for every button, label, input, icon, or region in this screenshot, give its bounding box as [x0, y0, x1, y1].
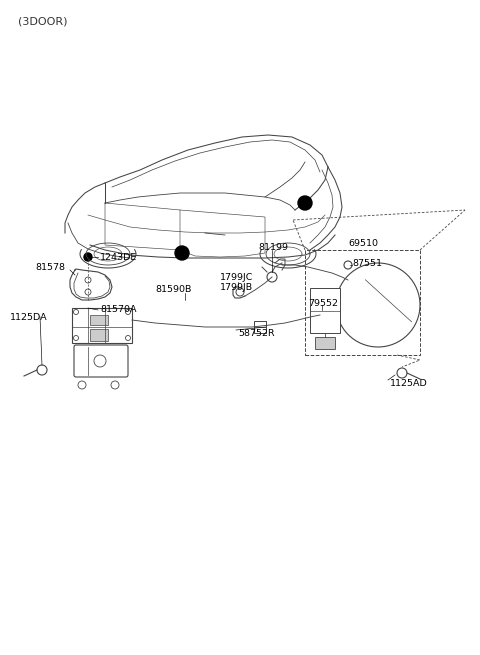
Text: 69510: 69510: [348, 238, 378, 248]
FancyBboxPatch shape: [72, 308, 132, 343]
Text: 87551: 87551: [352, 259, 382, 267]
Text: 79552: 79552: [308, 299, 338, 307]
Text: 1125AD: 1125AD: [390, 379, 428, 388]
FancyBboxPatch shape: [305, 250, 420, 355]
FancyBboxPatch shape: [74, 345, 128, 377]
Circle shape: [175, 246, 189, 260]
Bar: [90, 329, 108, 341]
Bar: [90, 315, 108, 325]
Text: 81570A: 81570A: [100, 305, 136, 314]
Text: 81578: 81578: [35, 263, 65, 272]
Text: 58752R: 58752R: [238, 329, 275, 337]
Text: 1799JC: 1799JC: [220, 272, 253, 282]
Text: 1125DA: 1125DA: [10, 312, 48, 322]
Circle shape: [298, 196, 312, 210]
Circle shape: [84, 253, 92, 261]
Text: 81199: 81199: [258, 242, 288, 252]
Text: 81590B: 81590B: [155, 286, 192, 295]
FancyBboxPatch shape: [310, 288, 340, 333]
Text: 1243DE: 1243DE: [100, 252, 137, 261]
Bar: [315, 337, 335, 349]
Text: (3DOOR): (3DOOR): [18, 17, 68, 27]
Bar: [254, 321, 266, 333]
Text: 1799JB: 1799JB: [220, 282, 253, 291]
